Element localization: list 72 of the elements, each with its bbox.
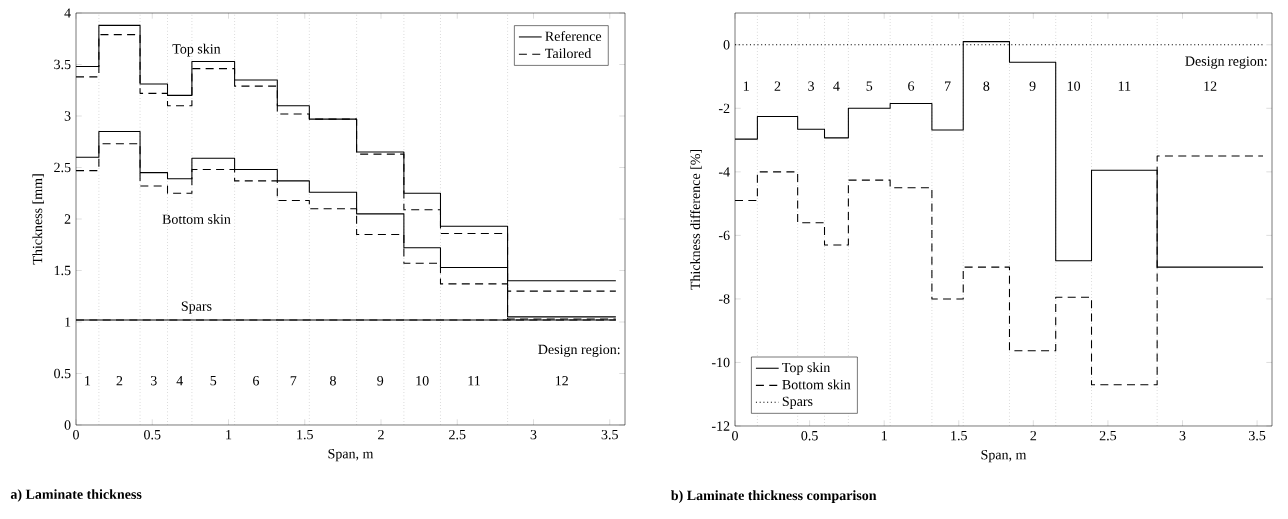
annotation: 8	[983, 81, 990, 91]
x-tick-label: 3	[1179, 430, 1186, 441]
annotation: 5	[210, 376, 217, 386]
x-axis-title: Span, m	[981, 450, 1027, 463]
y-tick-label: 3.5	[54, 59, 71, 70]
y-tick-label: 0	[723, 40, 730, 50]
y-tick-label: -10	[711, 357, 730, 368]
y-tick-label: 2	[64, 214, 71, 224]
annotation: Design region:	[1185, 56, 1267, 69]
x-tick-label: 2.5	[449, 429, 466, 440]
y-tick-label: 1.5	[54, 265, 71, 276]
y-tick-label: -2	[718, 103, 730, 113]
y-axis-title: Thickness difference [%]	[690, 149, 702, 290]
x-tick-label: 3.5	[601, 429, 618, 440]
text: b) Laminate thickness comparison	[671, 490, 877, 503]
x-axis-title: Span, m	[328, 449, 374, 462]
x-tick-label: 0.5	[144, 429, 161, 440]
y-axis-title: Thickness [mm]	[32, 174, 44, 265]
x-tick-label: 1.5	[951, 430, 967, 441]
annotation: 6	[908, 81, 915, 91]
annotation: Bottom skin	[162, 214, 231, 224]
annotation: 9	[377, 376, 384, 386]
y-tick-label: 0.5	[54, 368, 71, 379]
y-tick-label: 0	[64, 420, 71, 430]
annotation: 3	[150, 376, 157, 386]
annotation: Top skin	[172, 43, 221, 57]
legend-label: Bottom skin	[782, 379, 851, 390]
x-tick-label: 3	[530, 429, 537, 440]
legend-label: Top skin	[782, 362, 831, 376]
annotation: 11	[1118, 81, 1131, 91]
x-tick-label: 3.5	[1249, 430, 1266, 441]
y-tick-label: -6	[718, 230, 730, 241]
annotation: Design region:	[538, 344, 620, 357]
annotation: 5	[866, 81, 873, 91]
annotation: 2	[774, 81, 781, 91]
annotation: 9	[1029, 81, 1036, 91]
y-tick-label: 4	[64, 8, 71, 18]
y-tick-label: -8	[718, 294, 730, 304]
annotation: 8	[329, 375, 336, 386]
x-tick-label: 1	[226, 429, 232, 440]
x-tick-label: 0.5	[801, 430, 818, 441]
annotation: 4	[176, 376, 183, 386]
annotation: 10	[1067, 81, 1081, 91]
annotation: 3	[808, 81, 815, 91]
x-tick-label: 2	[378, 429, 384, 440]
annotation: 7	[944, 81, 951, 91]
text: a) Laminate thickness	[10, 489, 142, 502]
annotation: 1	[85, 376, 91, 386]
legend-label: Tailored	[545, 48, 592, 59]
annotation: 12	[555, 376, 568, 386]
x-tick-label: 0	[732, 430, 738, 441]
annotation: 2	[116, 376, 123, 386]
annotation: 10	[416, 375, 429, 386]
annotation: 4	[833, 81, 840, 91]
x-tick-label: 1.5	[297, 429, 313, 440]
x-tick-label: 0	[73, 429, 79, 440]
y-tick-label: -12	[711, 421, 730, 431]
y-tick-label: 2.5	[54, 162, 71, 173]
x-tick-label: 2.5	[1099, 430, 1117, 441]
x-tick-label: 1	[881, 430, 887, 441]
annotation: 7	[290, 376, 297, 386]
legend-label: Reference	[545, 30, 602, 41]
legend-label: Spars	[782, 396, 813, 409]
annotation: 11	[468, 376, 480, 386]
y-tick-label: 1	[65, 317, 71, 327]
annotation: Spars	[181, 301, 212, 314]
y-tick-label: 3	[64, 111, 71, 121]
x-tick-label: 2	[1030, 430, 1037, 441]
annotation: 1	[743, 81, 749, 91]
annotation: 12	[1204, 81, 1217, 91]
annotation: 6	[253, 376, 260, 386]
y-tick-label: -4	[718, 167, 730, 177]
